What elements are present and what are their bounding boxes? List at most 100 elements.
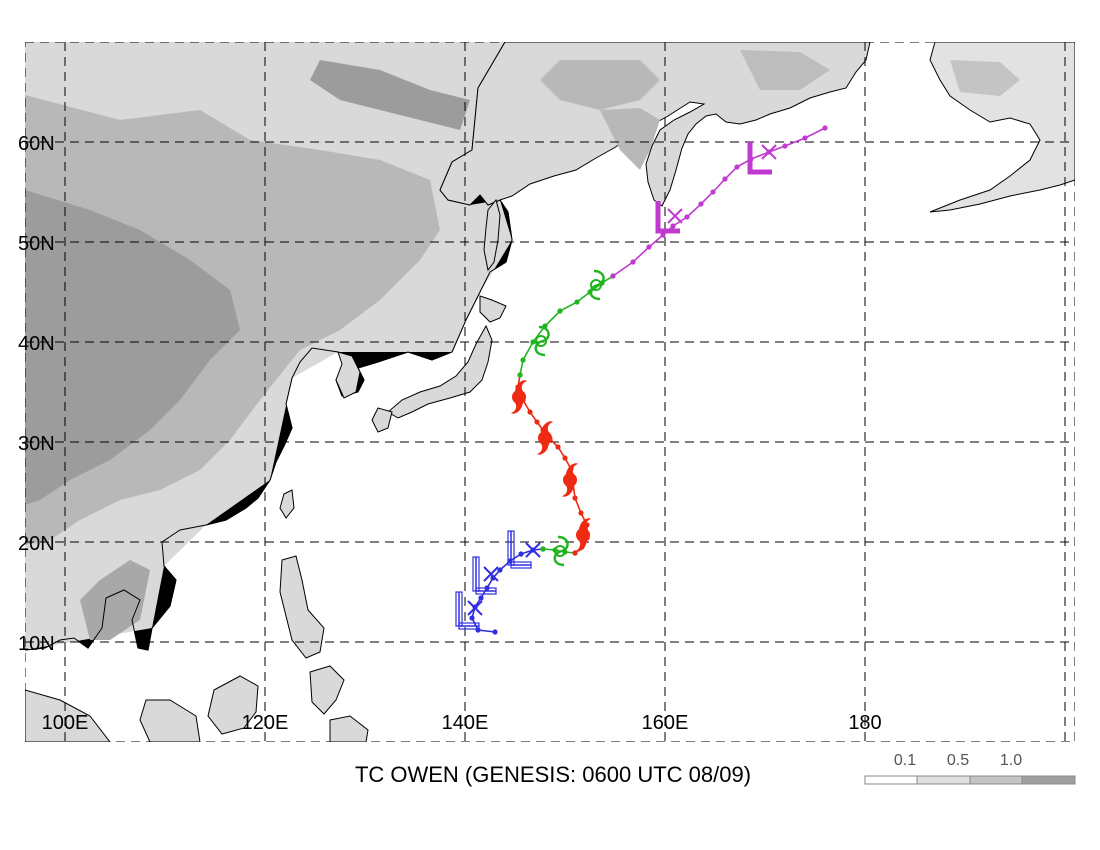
land-asia <box>25 42 513 651</box>
tropical-storm-eye-9 <box>590 279 602 291</box>
track-point-blue-1 <box>475 627 481 633</box>
far-east-shade-1 <box>540 60 660 110</box>
hurricane-arm-top-4 <box>579 518 591 529</box>
cross-marker-0 <box>467 600 483 616</box>
hurricane-symbol-6 <box>538 431 552 445</box>
tropical-storm-eye-3 <box>554 545 566 557</box>
lat-label-50N: 50N <box>18 233 55 255</box>
low-pressure-symbol-11 <box>747 142 772 175</box>
alaska-shade <box>950 60 1020 96</box>
tropical-storm-symbol-8 <box>534 325 550 357</box>
hurricane-symbol-4 <box>576 528 590 542</box>
legend-box-3 <box>969 775 1023 785</box>
cross-marker-1 <box>483 566 499 582</box>
track-point-green-high-2 <box>530 339 536 345</box>
track-point-green-high-4 <box>557 308 563 314</box>
hurricane-arm-top-6 <box>541 421 553 432</box>
low-pressure-symbol-10 <box>655 201 680 234</box>
lon-label-100E: 100E <box>42 712 89 734</box>
hurricane-symbol-7 <box>512 390 526 404</box>
hurricane-arm-bottom-5 <box>562 486 574 497</box>
taiwan <box>279 489 295 519</box>
track-point-magenta-8 <box>722 176 728 182</box>
track-point-green-low-0 <box>540 546 546 552</box>
lon-label-160E: 160E <box>642 712 689 734</box>
sulawesi <box>329 715 369 742</box>
lon-label-180: 180 <box>848 712 881 734</box>
land-shading-dark-north <box>310 60 470 130</box>
track-point-magenta-13 <box>802 135 808 141</box>
track-point-magenta-0 <box>610 273 616 279</box>
track-point-blue-9 <box>518 551 524 557</box>
land-shading-dark-west <box>25 190 240 505</box>
track-point-magenta-12 <box>782 143 788 149</box>
philippines <box>279 555 325 659</box>
track-point-blue-7 <box>497 567 503 573</box>
track-point-red-13 <box>527 409 533 415</box>
legend-box-2 <box>916 775 971 785</box>
legend-label-0-5: 0.5 <box>947 752 969 769</box>
honshu <box>387 324 493 419</box>
legend-label-0-1: 0.1 <box>894 752 916 769</box>
track-point-magenta-3 <box>660 232 666 238</box>
graticule <box>25 42 1075 742</box>
borneo <box>207 675 259 735</box>
track-point-magenta-4 <box>670 223 676 229</box>
lat-label-30N: 30N <box>18 433 55 455</box>
lat-label-60N: 60N <box>18 133 55 155</box>
lat-label-10N: 10N <box>18 633 55 655</box>
track-point-magenta-9 <box>734 164 740 170</box>
hurricane-arm-top-7 <box>515 380 527 391</box>
cross-marker-4 <box>761 144 777 160</box>
track-point-blue-0 <box>492 629 498 635</box>
track-point-magenta-2 <box>646 244 652 250</box>
islands <box>25 198 507 742</box>
asia-coastline <box>25 42 513 651</box>
track-point-magenta-1 <box>630 259 636 265</box>
land-far-east <box>439 42 1075 213</box>
mindanao <box>309 665 345 715</box>
lat-label-20N: 20N <box>18 533 55 555</box>
far-east-shade-3 <box>740 50 830 90</box>
legend-box-1 <box>864 775 918 785</box>
storm-track <box>455 125 828 635</box>
sakhalin <box>483 198 501 272</box>
track-point-blue-2 <box>469 615 475 621</box>
kyushu <box>371 407 393 433</box>
lat-label-40N: 40N <box>18 333 55 355</box>
track-point-magenta-6 <box>698 201 704 207</box>
tropical-storm-eye-8 <box>535 335 547 347</box>
legend-box-4 <box>1021 775 1076 785</box>
lon-label-140E: 140E <box>442 712 489 734</box>
hurricane-arm-bottom-4 <box>575 541 587 552</box>
track-point-blue-4 <box>478 595 484 601</box>
track-point-red-0 <box>572 550 578 556</box>
low-pressure-base-2 <box>510 561 532 569</box>
low-pressure-base-1 <box>475 587 497 595</box>
cross-marker-2 <box>525 542 541 558</box>
track-point-magenta-14 <box>822 125 828 131</box>
track-point-magenta-5 <box>684 214 690 220</box>
legend-label-1-0: 1.0 <box>1000 752 1022 769</box>
hurricane-arm-bottom-7 <box>511 403 523 414</box>
track-point-red-8 <box>562 455 568 461</box>
map-title: TC OWEN (GENESIS: 0600 UTC 08/09) <box>355 762 751 787</box>
shading-legend: 0.1 0.5 1.0 <box>864 752 1076 785</box>
track-point-green-high-0 <box>517 372 523 378</box>
hokkaido <box>479 295 507 323</box>
sumatra <box>25 689 111 742</box>
lon-label-120E: 120E <box>242 712 289 734</box>
tropical-storm-symbol-9 <box>589 269 605 301</box>
cross-marker-3 <box>667 208 683 224</box>
hurricane-arm-top-5 <box>566 463 578 474</box>
track-point-green-high-1 <box>520 357 526 363</box>
track-point-red-5 <box>572 495 578 501</box>
track-point-red-9 <box>555 444 561 450</box>
tropical-storm-symbol-3 <box>553 535 569 567</box>
track-point-red-4 <box>578 510 584 516</box>
track-point-green-high-5 <box>574 299 580 305</box>
hurricane-arm-bottom-6 <box>537 444 549 455</box>
korea <box>335 351 361 399</box>
latitude-labels: 10N 20N 30N 40N 50N 60N <box>18 133 55 655</box>
